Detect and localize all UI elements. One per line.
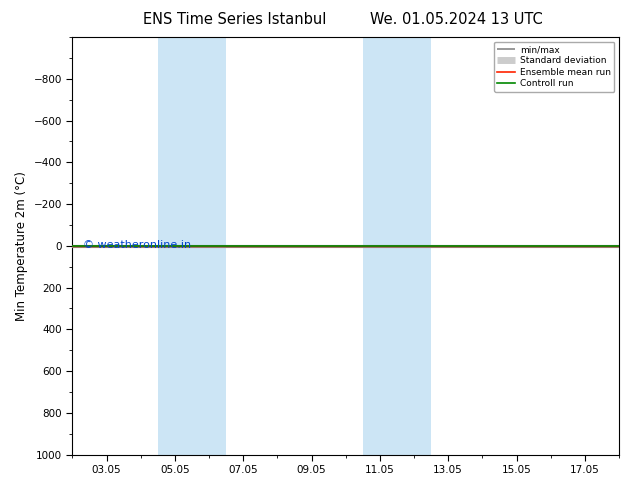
Bar (363, 37, 431, 455)
Text: © weatheronline.in: © weatheronline.in (83, 240, 191, 250)
Text: We. 01.05.2024 13 UTC: We. 01.05.2024 13 UTC (370, 12, 543, 27)
Bar (158, 37, 226, 455)
Legend: min/max, Standard deviation, Ensemble mean run, Controll run: min/max, Standard deviation, Ensemble me… (494, 42, 614, 92)
Y-axis label: Min Temperature 2m (°C): Min Temperature 2m (°C) (15, 171, 28, 321)
Text: ENS Time Series Istanbul: ENS Time Series Istanbul (143, 12, 327, 27)
